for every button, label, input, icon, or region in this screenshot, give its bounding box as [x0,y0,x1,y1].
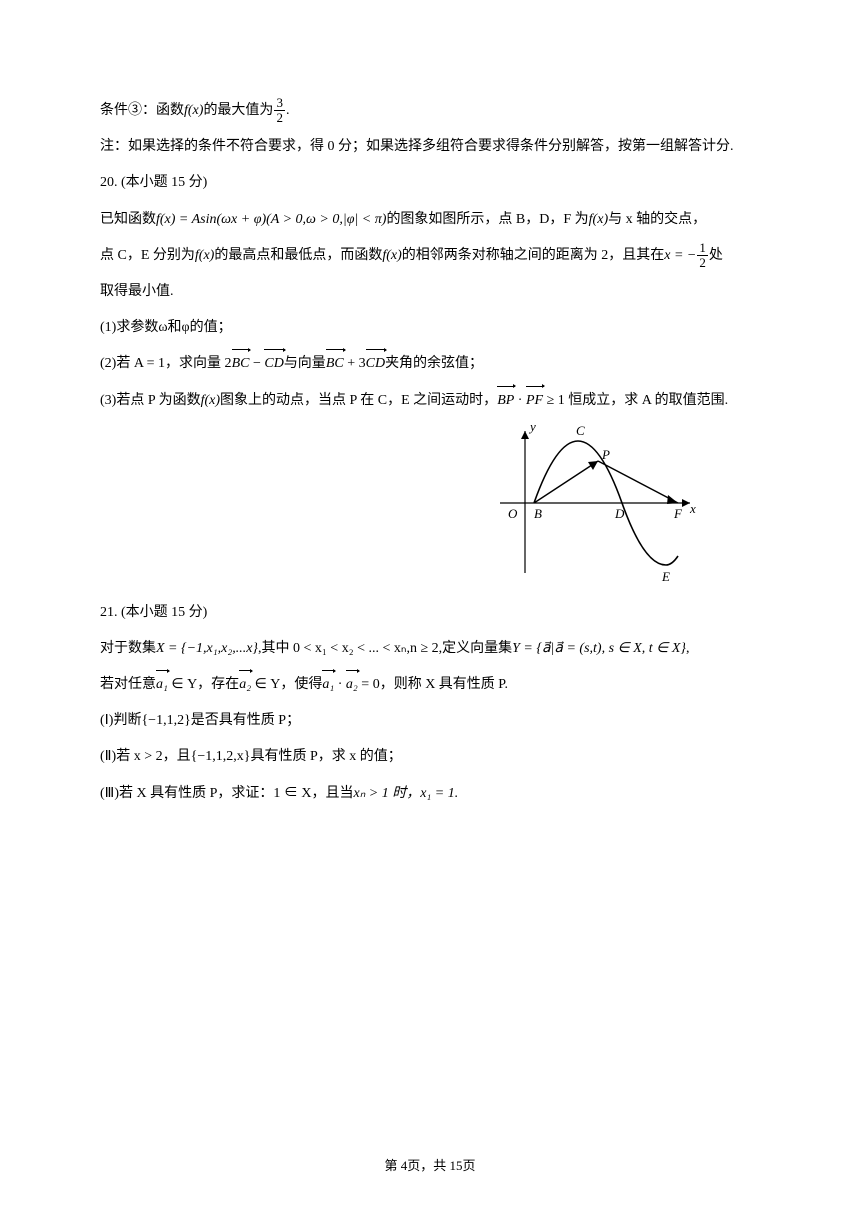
vec-bc-1: BC [232,348,250,380]
q21-l1c: , [686,641,690,656]
q21-p3a: (Ⅲ)若 X 具有性质 P，求证：1 ∈ X，且当 [100,786,353,801]
q21-l2b: ∈ Y，存在 [168,677,239,692]
fn-fx: f(x) [184,103,203,118]
q20-p2c: 与向量 [284,356,326,371]
q21-p2: (Ⅱ)若 x > 2，且{−1,1,2,x}具有性质 P，求 x 的值； [100,741,760,773]
q21-l2c: ∈ Y，使得 [251,677,322,692]
q20-p2a: (2)若 A = 1，求向量 2 [100,356,232,371]
cond3-mid: 的最大值为 [203,103,273,118]
q20-l1b: 的图象如图所示，点 B，D，F 为 [386,212,588,227]
q20-l2d: 处 [709,248,723,263]
vec-a2-2: a₂ [346,669,358,701]
q21-l1b: ,其中 0 < x₁ < x₂ < ... < xₙ,n ≥ 2,定义向量集 [258,641,512,656]
q21-p3m: xₙ > 1 时，x₁ = 1. [353,786,458,801]
vec-a1-1: a₁ [156,669,168,701]
frac-3-2: 32 [274,96,285,126]
q21-l2d: = 0，则称 X 具有性质 P. [358,677,508,692]
fx5: f(x) [201,393,220,408]
q20-dot: · [514,393,526,408]
svg-text:D: D [614,506,625,521]
svg-text:F: F [673,506,683,521]
q20-p3a: (3)若点 P 为函数 [100,393,201,408]
q20-l2a: 点 C，E 分别为 [100,248,195,263]
svg-text:O: O [508,506,518,521]
q20-l1a: 已知函数 [100,212,156,227]
q20-fn: f(x) = Asin(ωx + φ)(A > 0,ω > 0,|φ| < π) [156,212,386,227]
vec-bc-2: BC [326,348,344,380]
q20-line1: 已知函数f(x) = Asin(ωx + φ)(A > 0,ω > 0,|φ| … [100,204,760,236]
q21-l1a: 对于数集 [100,641,156,656]
q20-p3c: ≥ 1 恒成立，求 A 的取值范围. [543,393,728,408]
fx2: f(x) [589,212,608,227]
condition-3: 条件③：函数f(x)的最大值为32. [100,95,760,127]
q21-p1: (Ⅰ)判断{−1,1,2}是否具有性质 P； [100,705,760,737]
q20-heading: 20. (本小题 15 分) [100,167,760,199]
q20-p2b: − [249,356,264,371]
q20-p2e: 夹角的余弦值； [385,356,483,371]
q20-line3: 取得最小值. [100,276,760,308]
q20-p1: (1)求参数ω和φ的值； [100,312,760,344]
svg-text:B: B [534,506,542,521]
q20-p2d: + 3 [344,356,366,371]
note-line: 注：如果选择的条件不符合要求，得 0 分；如果选择多组符合要求得条件分别解答，按… [100,131,760,163]
cond3-prefix: 条件③：函数 [100,103,184,118]
q21-l2a: 若对任意 [100,677,156,692]
q20-line2: 点 C，E 分别为f(x)的最高点和最低点，而函数f(x)的相邻两条对称轴之间的… [100,240,760,272]
page-footer: 第 4页，共 15页 [0,1155,860,1174]
q21-line2: 若对任意a₁ ∈ Y，存在a₂ ∈ Y，使得a₁ · a₂ = 0，则称 X 具… [100,669,760,701]
svg-text:E: E [661,569,670,583]
vec-cd-1: CD [264,348,283,380]
q21-dot: · [334,677,346,692]
fx4: f(x) [382,248,401,263]
q20-l1c: 与 x 轴的交点， [608,212,706,227]
vec-cd-2: CD [366,348,385,380]
page-content: 条件③：函数f(x)的最大值为32. 注：如果选择的条件不符合要求，得 0 分；… [100,95,760,810]
q20-figure: y O B C P D F x E [490,423,700,583]
q21-ydef: Y = {a⃗|a⃗ = (s,t), s ∈ X, t ∈ X} [512,641,686,656]
cond3-end: . [286,103,290,118]
vec-a2-1: a₂ [239,669,251,701]
q20-l2c: 的相邻两条对称轴之间的距离为 2，且其在 [402,248,665,263]
fx3: f(x) [195,248,214,263]
vec-bp: BP [497,385,514,417]
q20-p3: (3)若点 P 为函数f(x)图象上的动点，当点 P 在 C，E 之间运动时，B… [100,385,760,417]
frac-1-2: 12 [697,241,708,271]
q20-figure-wrap: y O B C P D F x E [100,423,700,583]
q20-l2b: 的最高点和最低点，而函数 [214,248,382,263]
q20-p2: (2)若 A = 1，求向量 2BC − CD与向量BC + 3CD夹角的余弦值… [100,348,760,380]
vec-a1-2: a₁ [322,669,334,701]
q21-p3: (Ⅲ)若 X 具有性质 P，求证：1 ∈ X，且当xₙ > 1 时，x₁ = 1… [100,778,760,810]
svg-text:P: P [601,447,610,462]
vec-pf: PF [526,385,543,417]
q21-setX: X = {−1,x₁,x₂,...x} [156,641,258,656]
svg-text:x: x [689,501,696,516]
svg-text:C: C [576,423,585,438]
svg-text:y: y [528,423,536,434]
q20-p3b: 图象上的动点，当点 P 在 C，E 之间运动时， [220,393,497,408]
q21-line1: 对于数集X = {−1,x₁,x₂,...x},其中 0 < x₁ < x₂ <… [100,633,760,665]
q20-xeq: x = − [664,248,696,263]
q21-heading: 21. (本小题 15 分) [100,597,760,629]
